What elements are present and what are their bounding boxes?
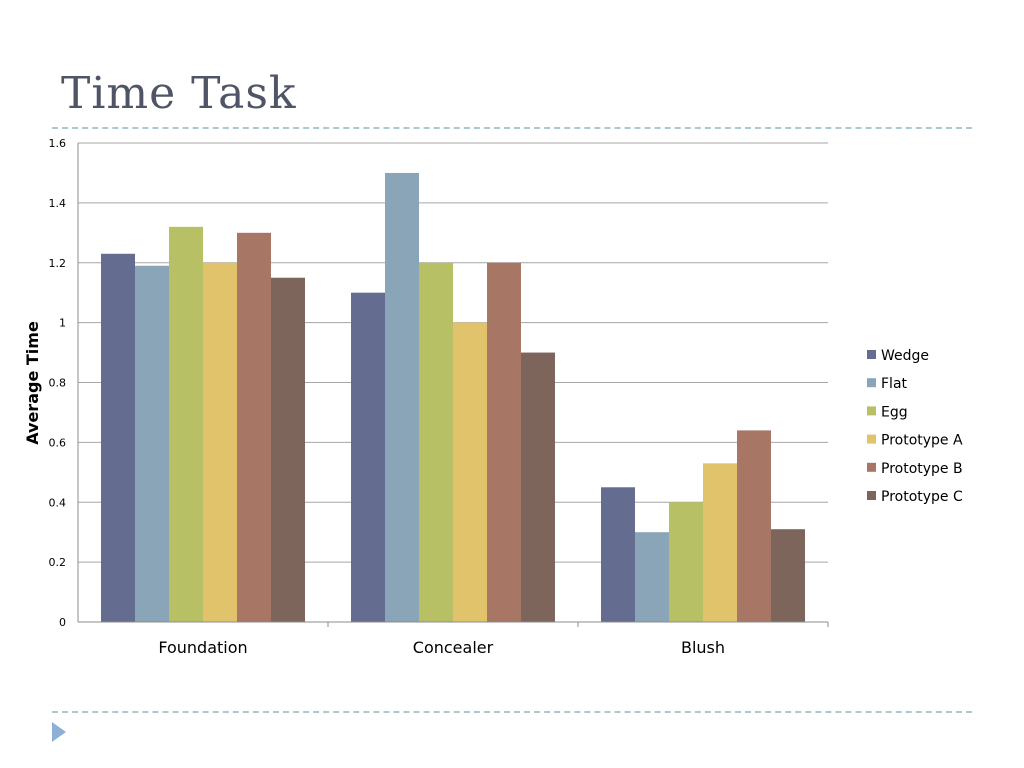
- x-tick-label: Concealer: [413, 638, 494, 657]
- legend-label: Prototype B: [881, 461, 963, 477]
- bar-egg-concealer: [419, 262, 453, 622]
- x-tick-label: Blush: [681, 638, 725, 657]
- bar-egg-foundation: [169, 226, 203, 622]
- bar-egg-blush: [669, 502, 703, 622]
- y-tick-label: 0.2: [49, 556, 67, 569]
- y-tick-label: 1.2: [49, 257, 67, 270]
- y-tick-label: 1.4: [49, 197, 67, 210]
- legend-swatch: [867, 462, 876, 472]
- bar-prototype-b-foundation: [237, 232, 271, 622]
- y-axis-title: Average Time: [23, 321, 42, 445]
- bar-wedge-foundation: [101, 253, 135, 623]
- next-slide-arrow-icon[interactable]: [52, 722, 66, 742]
- y-tick-label: 1: [59, 317, 66, 330]
- legend-swatch: [867, 434, 876, 444]
- y-tick-label: 0: [59, 616, 66, 629]
- legend-label: Prototype A: [881, 433, 963, 449]
- legend-label: Flat: [881, 376, 908, 392]
- bar-chart: 0 0.2 0.4 0.6 0.8 1 1.2 1.4 1.6 Foundation Conceal…: [23, 137, 963, 657]
- y-tick-label: 0.8: [49, 377, 67, 390]
- bar-prototype-b-concealer: [487, 262, 521, 622]
- legend-label: Wedge: [881, 348, 929, 364]
- legend-swatch: [867, 350, 876, 359]
- bar-wedge-blush: [601, 487, 635, 622]
- y-tick-label: 0.6: [49, 436, 67, 449]
- legend-swatch: [867, 491, 876, 500]
- bar-prototype-c-foundation: [271, 277, 305, 622]
- bar-prototype-a-blush: [703, 463, 737, 622]
- slide-title: Time Task: [61, 68, 297, 119]
- legend-swatch: [867, 406, 876, 416]
- bar-flat-foundation: [135, 265, 169, 622]
- bar-prototype-c-concealer: [521, 352, 555, 622]
- bar-prototype-b-blush: [737, 430, 771, 622]
- legend-label: Prototype C: [881, 489, 963, 505]
- bar-flat-concealer: [385, 172, 419, 622]
- top-divider: [52, 127, 972, 129]
- legend-swatch: [867, 378, 876, 388]
- y-tick-label: 1.6: [49, 137, 67, 150]
- y-tick-label: 0.4: [49, 496, 67, 509]
- bar-prototype-c-blush: [771, 529, 805, 622]
- x-tick-label: Foundation: [158, 638, 247, 657]
- bar-prototype-a-concealer: [453, 322, 487, 622]
- bottom-divider: [52, 711, 972, 713]
- bar-wedge-concealer: [351, 292, 385, 622]
- legend-label: Egg: [881, 404, 908, 420]
- bar-prototype-a-foundation: [203, 262, 237, 622]
- bar-flat-blush: [635, 532, 669, 622]
